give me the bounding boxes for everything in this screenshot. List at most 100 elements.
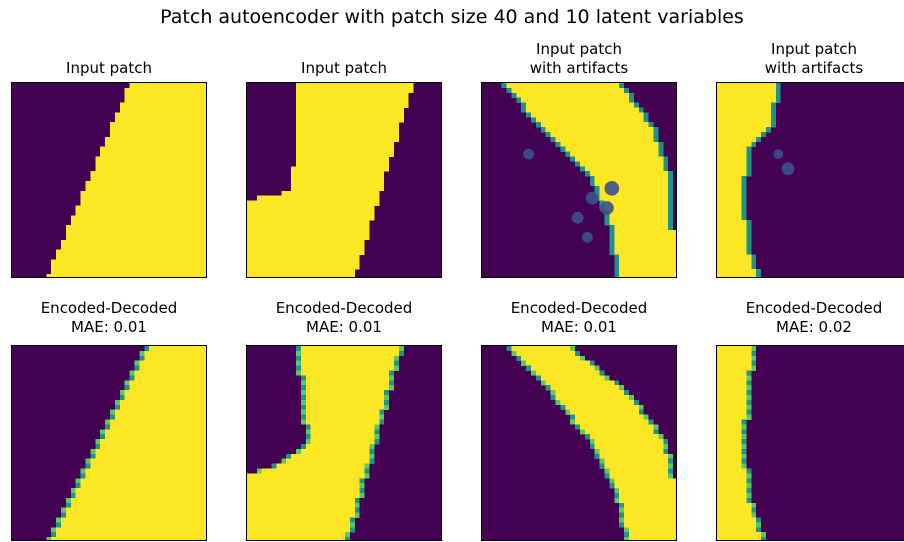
heatmap-edge-cell bbox=[349, 517, 355, 523]
heatmap-row-fill bbox=[296, 117, 404, 123]
heatmap-row-fill bbox=[247, 512, 360, 518]
heatmap-row-fill bbox=[291, 185, 385, 192]
heatmap-row-fill bbox=[90, 448, 206, 455]
heatmap-row-fill bbox=[56, 522, 206, 528]
heatmap-edge-cell bbox=[345, 537, 350, 540]
heatmap-row-fill bbox=[46, 274, 206, 277]
heatmap-edge-cell bbox=[364, 463, 370, 469]
artifact-blob bbox=[571, 211, 584, 224]
heatmap-edge-cell bbox=[139, 355, 145, 361]
heatmap-edge-cell bbox=[746, 375, 752, 381]
heatmap-row-fill bbox=[594, 181, 669, 187]
heatmap-row-fill bbox=[124, 92, 206, 98]
heatmap-row-fill bbox=[296, 136, 399, 143]
heatmap-edge-cell bbox=[300, 380, 306, 386]
heatmap-edge-cell bbox=[741, 463, 747, 469]
heatmap-edge-cell bbox=[663, 439, 669, 445]
heatmap-row-fill bbox=[717, 395, 752, 401]
heatmap-row-fill bbox=[296, 355, 399, 361]
patch-panel bbox=[481, 82, 677, 278]
heatmap-row-fill bbox=[296, 112, 404, 118]
heatmap-edge-cell bbox=[663, 444, 669, 450]
heatmap-row-fill bbox=[80, 200, 206, 206]
heatmap-edge-cell bbox=[56, 522, 61, 528]
heatmap-edge-cell bbox=[349, 522, 355, 528]
heatmap-row-fill bbox=[619, 507, 676, 513]
heatmap-edge-cell bbox=[305, 434, 311, 440]
heatmap-row-fill bbox=[511, 350, 580, 357]
heatmap-edge-cell bbox=[256, 468, 262, 474]
heatmap-row-fill bbox=[619, 512, 676, 518]
heatmap-row-fill bbox=[565, 146, 659, 152]
heatmap-row-fill bbox=[129, 375, 206, 381]
heatmap-edge-cell bbox=[746, 478, 752, 484]
heatmap-row-fill bbox=[61, 244, 206, 250]
heatmap-row-fill bbox=[95, 156, 206, 162]
panel-title: Input patch bbox=[11, 59, 207, 78]
heatmap-row-fill bbox=[296, 350, 404, 357]
heatmap-row-fill bbox=[614, 497, 676, 504]
heatmap-edge-cell bbox=[751, 502, 757, 508]
heatmap-row-fill bbox=[717, 102, 771, 108]
heatmap-row-fill bbox=[296, 87, 414, 94]
heatmap-row-fill bbox=[247, 264, 360, 270]
heatmap-row-fill bbox=[717, 249, 747, 255]
heatmap-row-fill bbox=[521, 360, 595, 366]
heatmap-row-fill bbox=[85, 185, 206, 192]
heatmap-row-fill bbox=[300, 399, 390, 406]
heatmap-row-fill bbox=[296, 83, 414, 89]
heatmap-edge-cell bbox=[663, 448, 669, 455]
heatmap-row-fill bbox=[110, 127, 206, 133]
heatmap-row-fill bbox=[717, 87, 776, 94]
heatmap-edge-cell bbox=[359, 488, 365, 494]
heatmap-row-fill bbox=[599, 458, 674, 464]
heatmap-row-fill bbox=[75, 210, 206, 216]
heatmap-row-fill bbox=[124, 97, 206, 103]
heatmap-row-fill bbox=[100, 434, 206, 440]
heatmap-edge-cell bbox=[359, 493, 365, 499]
heatmap-row-fill bbox=[516, 355, 585, 361]
heatmap-row-fill bbox=[70, 493, 206, 499]
heatmap-edge-cell bbox=[746, 488, 752, 494]
heatmap-row-fill bbox=[511, 87, 625, 94]
heatmap-row-fill bbox=[531, 112, 644, 118]
heatmap-edge-cell bbox=[614, 493, 620, 499]
heatmap-row-fill bbox=[300, 444, 375, 450]
heatmap-row-fill bbox=[604, 473, 674, 479]
heatmap-edge-cell bbox=[369, 444, 375, 450]
heatmap-row-fill bbox=[296, 107, 404, 113]
heatmap-row-fill bbox=[599, 463, 674, 469]
heatmap-edge-cell bbox=[555, 399, 561, 406]
heatmap-row-fill bbox=[300, 395, 390, 401]
panel-title-line2: MAE: 0.02 bbox=[776, 318, 852, 336]
heatmap-row-fill bbox=[717, 497, 752, 504]
heatmap-row-fill bbox=[717, 473, 752, 479]
heatmap-edge-cell bbox=[95, 444, 101, 450]
heatmap-row-fill bbox=[119, 395, 206, 401]
patch-heatmap bbox=[717, 346, 904, 540]
heatmap-row-fill bbox=[717, 97, 776, 103]
heatmap-edge-cell bbox=[296, 355, 301, 361]
heatmap-row-fill bbox=[604, 468, 674, 474]
heatmap-edge-cell bbox=[668, 458, 674, 464]
heatmap-row-fill bbox=[717, 517, 762, 523]
heatmap-row-fill bbox=[80, 473, 206, 479]
heatmap-edge-cell bbox=[619, 512, 625, 518]
heatmap-edge-cell bbox=[741, 458, 747, 464]
panel-title: Encoded-Decoded MAE: 0.02 bbox=[716, 299, 904, 337]
heatmap-edge-cell bbox=[105, 419, 110, 425]
heatmap-edge-cell bbox=[374, 424, 380, 430]
heatmap-row-fill bbox=[717, 215, 742, 221]
heatmap-row-fill bbox=[624, 532, 676, 538]
heatmap-edge-cell bbox=[614, 488, 620, 494]
patch-panel bbox=[716, 82, 904, 278]
heatmap-row-fill bbox=[580, 161, 664, 167]
heatmap-edge-cell bbox=[668, 473, 674, 479]
panel-title-line2: MAE: 0.01 bbox=[71, 318, 147, 336]
heatmap-edge-cell bbox=[80, 468, 86, 474]
heatmap-row-fill bbox=[296, 161, 390, 167]
heatmap-row-fill bbox=[550, 390, 629, 396]
heatmap-row-fill bbox=[80, 195, 206, 201]
heatmap-edge-cell bbox=[296, 448, 301, 455]
heatmap-row-fill bbox=[247, 249, 365, 255]
